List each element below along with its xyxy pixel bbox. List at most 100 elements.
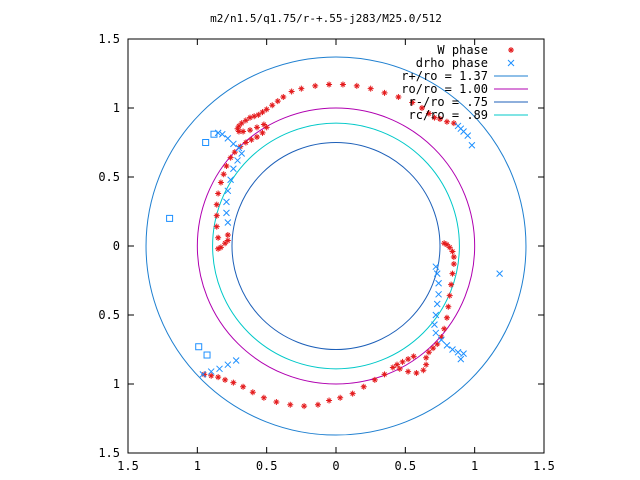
legend-label: drho phase [416, 56, 488, 70]
drho-phase-point [199, 370, 207, 378]
drho-phase-point [433, 270, 441, 277]
w-phase-point-diag [445, 304, 451, 310]
w-phase-point-diag [448, 282, 454, 287]
w-phase-point-diag [243, 140, 249, 145]
w-phase-point-diag [450, 271, 455, 276]
w-phase-point-diag [249, 137, 254, 143]
y-tick-label: 0.5 [98, 170, 120, 184]
w-phase-point-diag [225, 238, 231, 243]
legend-label: r+/ro = 1.37 [401, 69, 488, 83]
w-phase-point-diag [421, 367, 426, 373]
y-tick-label: 0 [113, 239, 120, 253]
x-tick-label: 0.5 [394, 459, 416, 473]
w-phase-point-diag [397, 366, 403, 372]
w-phase-point-diag [301, 403, 307, 409]
radius-circle-3 [212, 122, 460, 370]
w-phase-point-diag [409, 100, 415, 105]
legend-label: W phase [437, 43, 488, 57]
drho-phase-series [166, 122, 503, 378]
w-phase-point-diag [405, 369, 411, 374]
drho-phase-point [454, 348, 462, 356]
drho-phase-point [496, 270, 503, 277]
w-phase-point-diag [414, 370, 419, 376]
drho-phase-point [432, 329, 440, 337]
drho-phase-point [207, 368, 215, 375]
plot-title: m2/n1.5/q1.75/r-+.55-j283/M25.0/512 [210, 12, 442, 25]
drho-phase-point [223, 198, 230, 206]
w-phase-point-diag [215, 191, 221, 196]
w-phase-point-diag [396, 94, 401, 100]
drho-phase-square [210, 130, 218, 138]
drho-phase-point [224, 187, 232, 195]
w-phase-point-diag [201, 371, 207, 377]
drho-phase-point [432, 311, 440, 319]
w-phase-point-diag [312, 83, 318, 89]
w-phase-point-diag [208, 373, 214, 379]
w-phase-point-diag [354, 83, 360, 89]
drho-phase-point [431, 321, 438, 329]
y-tick-label: 1 [113, 101, 120, 115]
drho-phase-point [224, 219, 232, 226]
drho-phase-point [432, 263, 440, 271]
w-phase-point-diag [214, 213, 220, 218]
w-phase-point-diag [437, 116, 443, 122]
w-phase-point-diag [228, 155, 233, 161]
w-phase-point-diag [368, 86, 374, 92]
drho-phase-point [216, 365, 223, 373]
w-phase-point-diag [247, 115, 253, 121]
drho-phase-point [230, 140, 237, 148]
w-phase-point-diag [423, 362, 429, 368]
drho-phase-point [435, 290, 442, 298]
x-tick-label: 0.5 [256, 459, 278, 473]
drho-phase-point [449, 346, 456, 353]
w-phase-point-diag [390, 365, 396, 370]
x-tick-label: 1 [471, 459, 478, 473]
x-tick-label: 1.5 [117, 459, 139, 473]
points-layer [166, 81, 503, 410]
legend-swatch-diag [508, 47, 514, 53]
w-phase-point-diag [444, 315, 450, 321]
w-phase-point-diag [240, 384, 246, 390]
w-phase-point-diag [250, 389, 256, 395]
w-phase-point-diag [215, 235, 221, 241]
w-phase-point-diag [426, 349, 432, 355]
drho-phase-point [230, 165, 237, 173]
x-tick-label: 1 [194, 459, 201, 473]
drho-phase-point [457, 355, 465, 363]
w-phase-point-diag [315, 402, 321, 408]
w-phase-point-diag [224, 163, 229, 169]
w-phase-point-diag [400, 359, 405, 365]
w-phase-point-diag [264, 107, 270, 112]
drho-phase-point [238, 150, 246, 157]
w-phase-point-diag [218, 180, 224, 185]
w-phase-point-diag [254, 124, 260, 130]
w-phase-point-diag [441, 326, 447, 332]
drho-phase-point [433, 300, 441, 308]
drho-phase-square [166, 214, 174, 222]
x-tick-label: 0 [332, 459, 339, 473]
w-phase-point-diag [214, 224, 220, 230]
drho-phase-square [195, 343, 203, 351]
radius-circle-2 [231, 142, 441, 350]
y-tick-label: 1.5 [98, 446, 120, 460]
w-phase-point-diag [225, 232, 231, 238]
drho-phase-point [223, 209, 230, 217]
w-phase-series [201, 81, 457, 410]
w-phase-point-diag [382, 371, 387, 377]
drho-phase-point [460, 350, 467, 357]
w-phase-point-diag [221, 171, 227, 177]
w-phase-point-diag [451, 120, 457, 126]
drho-phase-point [443, 342, 451, 349]
w-phase-point-diag [350, 391, 355, 397]
w-phase-point-diag [450, 249, 455, 254]
w-phase-point-diag [231, 380, 236, 385]
w-phase-point-diag [444, 119, 450, 125]
w-phase-point-diag [215, 374, 221, 380]
w-phase-point-diag [430, 345, 436, 351]
legend-label: r-/ro = .75 [409, 95, 488, 109]
drho-phase-point [224, 361, 232, 369]
w-phase-point-diag [411, 354, 417, 359]
w-phase-point-diag [236, 129, 242, 134]
